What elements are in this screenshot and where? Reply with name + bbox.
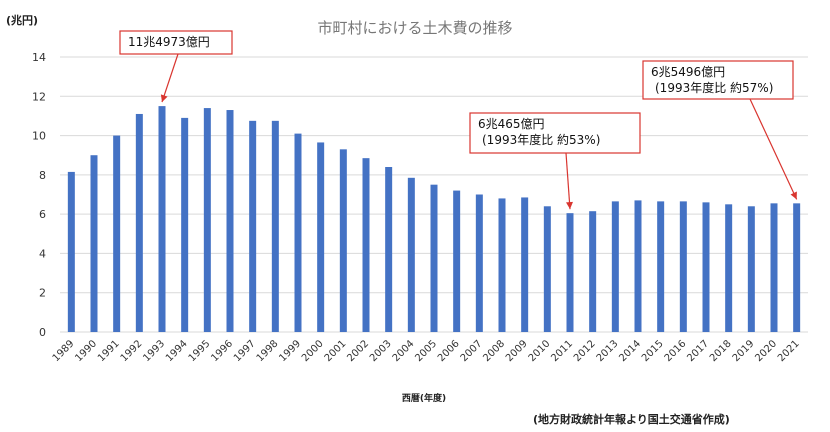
bar-1998 xyxy=(271,120,279,332)
x-tick-label: 1999 xyxy=(277,338,303,364)
bar-2014 xyxy=(634,200,642,332)
y-tick-label: 12 xyxy=(32,90,46,103)
bar-2000 xyxy=(317,142,325,332)
callout-arrowhead xyxy=(790,191,797,200)
bar-1996 xyxy=(226,110,234,333)
callout-text: (1993年度比 約57%) xyxy=(655,80,773,95)
bar-2019 xyxy=(747,206,755,332)
x-tick-label: 1990 xyxy=(73,338,99,364)
bar-2006 xyxy=(453,190,461,332)
bar-2016 xyxy=(679,201,687,332)
y-tick-label: 0 xyxy=(39,326,46,339)
bar-2001 xyxy=(339,149,347,332)
y-tick-label: 10 xyxy=(32,130,46,143)
callout-arrowhead xyxy=(566,201,573,210)
x-tick-label: 2021 xyxy=(776,338,802,364)
bar-2005 xyxy=(430,184,438,332)
x-tick-label: 2015 xyxy=(640,338,666,364)
bar-1989 xyxy=(67,171,75,332)
bar-1993 xyxy=(158,106,166,332)
bar-1991 xyxy=(113,135,121,332)
callout-arrow xyxy=(749,98,798,200)
bar-2009 xyxy=(521,197,529,332)
callout-text: 6兆5496億円 xyxy=(651,65,725,79)
bar-2021 xyxy=(793,203,801,332)
source-note: (地方財政統計年報より国土交通省作成) xyxy=(533,412,730,426)
x-tick-label: 2007 xyxy=(459,338,485,364)
bar-2002 xyxy=(362,158,370,332)
x-tick-label: 2020 xyxy=(753,338,779,364)
bar-1994 xyxy=(181,117,189,333)
callout-box xyxy=(642,60,794,100)
x-tick-label: 2009 xyxy=(504,338,530,364)
bar-2018 xyxy=(725,204,733,332)
x-tick-label: 2012 xyxy=(572,338,598,364)
y-tick-label: 14 xyxy=(32,51,46,64)
callout-box xyxy=(469,112,641,154)
y-tick-label: 8 xyxy=(39,169,46,182)
callout-text: 11兆4973億円 xyxy=(128,35,210,49)
bar-2004 xyxy=(407,177,415,332)
x-tick-label: 1995 xyxy=(187,338,213,364)
bar-2007 xyxy=(475,194,483,332)
bar-2010 xyxy=(543,206,551,332)
bar-2012 xyxy=(589,211,597,332)
x-axis-label: 西暦(年度) xyxy=(402,392,446,404)
x-tick-label: 1996 xyxy=(209,338,235,364)
callout-box xyxy=(119,30,233,55)
x-tick-label: 2001 xyxy=(323,338,349,364)
callout-arrow xyxy=(565,152,571,210)
bar-2013 xyxy=(611,201,619,332)
bar-2020 xyxy=(770,203,778,332)
bar-1995 xyxy=(203,108,211,332)
x-tick-label: 2004 xyxy=(391,338,417,364)
x-tick-label: 2000 xyxy=(300,338,326,364)
bar-1990 xyxy=(90,155,98,332)
x-tick-label: 2014 xyxy=(617,338,643,364)
bar-2011 xyxy=(566,213,574,332)
bar-2008 xyxy=(498,198,506,332)
x-tick-label: 2019 xyxy=(731,338,757,364)
y-tick-label: 6 xyxy=(39,208,46,221)
x-tick-label: 2002 xyxy=(345,338,371,364)
x-tick-label: 1997 xyxy=(232,338,258,364)
bar-2015 xyxy=(657,201,665,332)
bar-2003 xyxy=(385,167,393,332)
x-tick-label: 1998 xyxy=(255,338,281,364)
bar-1992 xyxy=(135,113,143,332)
bar-1999 xyxy=(294,133,302,332)
x-tick-label: 2010 xyxy=(527,338,553,364)
bar-2017 xyxy=(702,202,710,332)
callout-2021: 6兆5496億円(1993年度比 約57%) xyxy=(642,60,798,200)
y-tick-label: 2 xyxy=(39,287,46,300)
x-tick-label: 1991 xyxy=(96,338,122,364)
x-tick-label: 1992 xyxy=(119,338,145,364)
x-tick-label: 2006 xyxy=(436,338,462,364)
bar-1997 xyxy=(249,120,257,332)
y-tick-label: 4 xyxy=(39,247,46,260)
x-tick-label: 2013 xyxy=(595,338,621,364)
x-tick-label: 1994 xyxy=(164,338,190,364)
chart-title: 市町村における土木費の推移 xyxy=(317,19,512,37)
y-axis-unit-label: (兆円) xyxy=(6,13,38,27)
callout-arrow xyxy=(161,53,179,103)
x-tick-label: 1989 xyxy=(51,338,77,364)
x-tick-label: 2016 xyxy=(663,338,689,364)
x-tick-label: 2008 xyxy=(481,338,507,364)
callout-2011: 6兆465億円(1993年度比 約53%) xyxy=(469,112,641,210)
x-tick-label: 2017 xyxy=(685,338,711,364)
x-tick-label: 2011 xyxy=(549,338,575,364)
callout-text: 6兆465億円 xyxy=(478,117,545,131)
x-tick-label: 1993 xyxy=(141,338,167,364)
callout-arrowhead xyxy=(160,94,168,103)
x-tick-label: 2003 xyxy=(368,338,394,364)
x-tick-label: 2018 xyxy=(708,338,734,364)
x-tick-label: 2005 xyxy=(413,338,439,364)
callout-1993: 11兆4973億円 xyxy=(119,30,233,103)
callout-text: (1993年度比 約53%) xyxy=(482,132,600,147)
